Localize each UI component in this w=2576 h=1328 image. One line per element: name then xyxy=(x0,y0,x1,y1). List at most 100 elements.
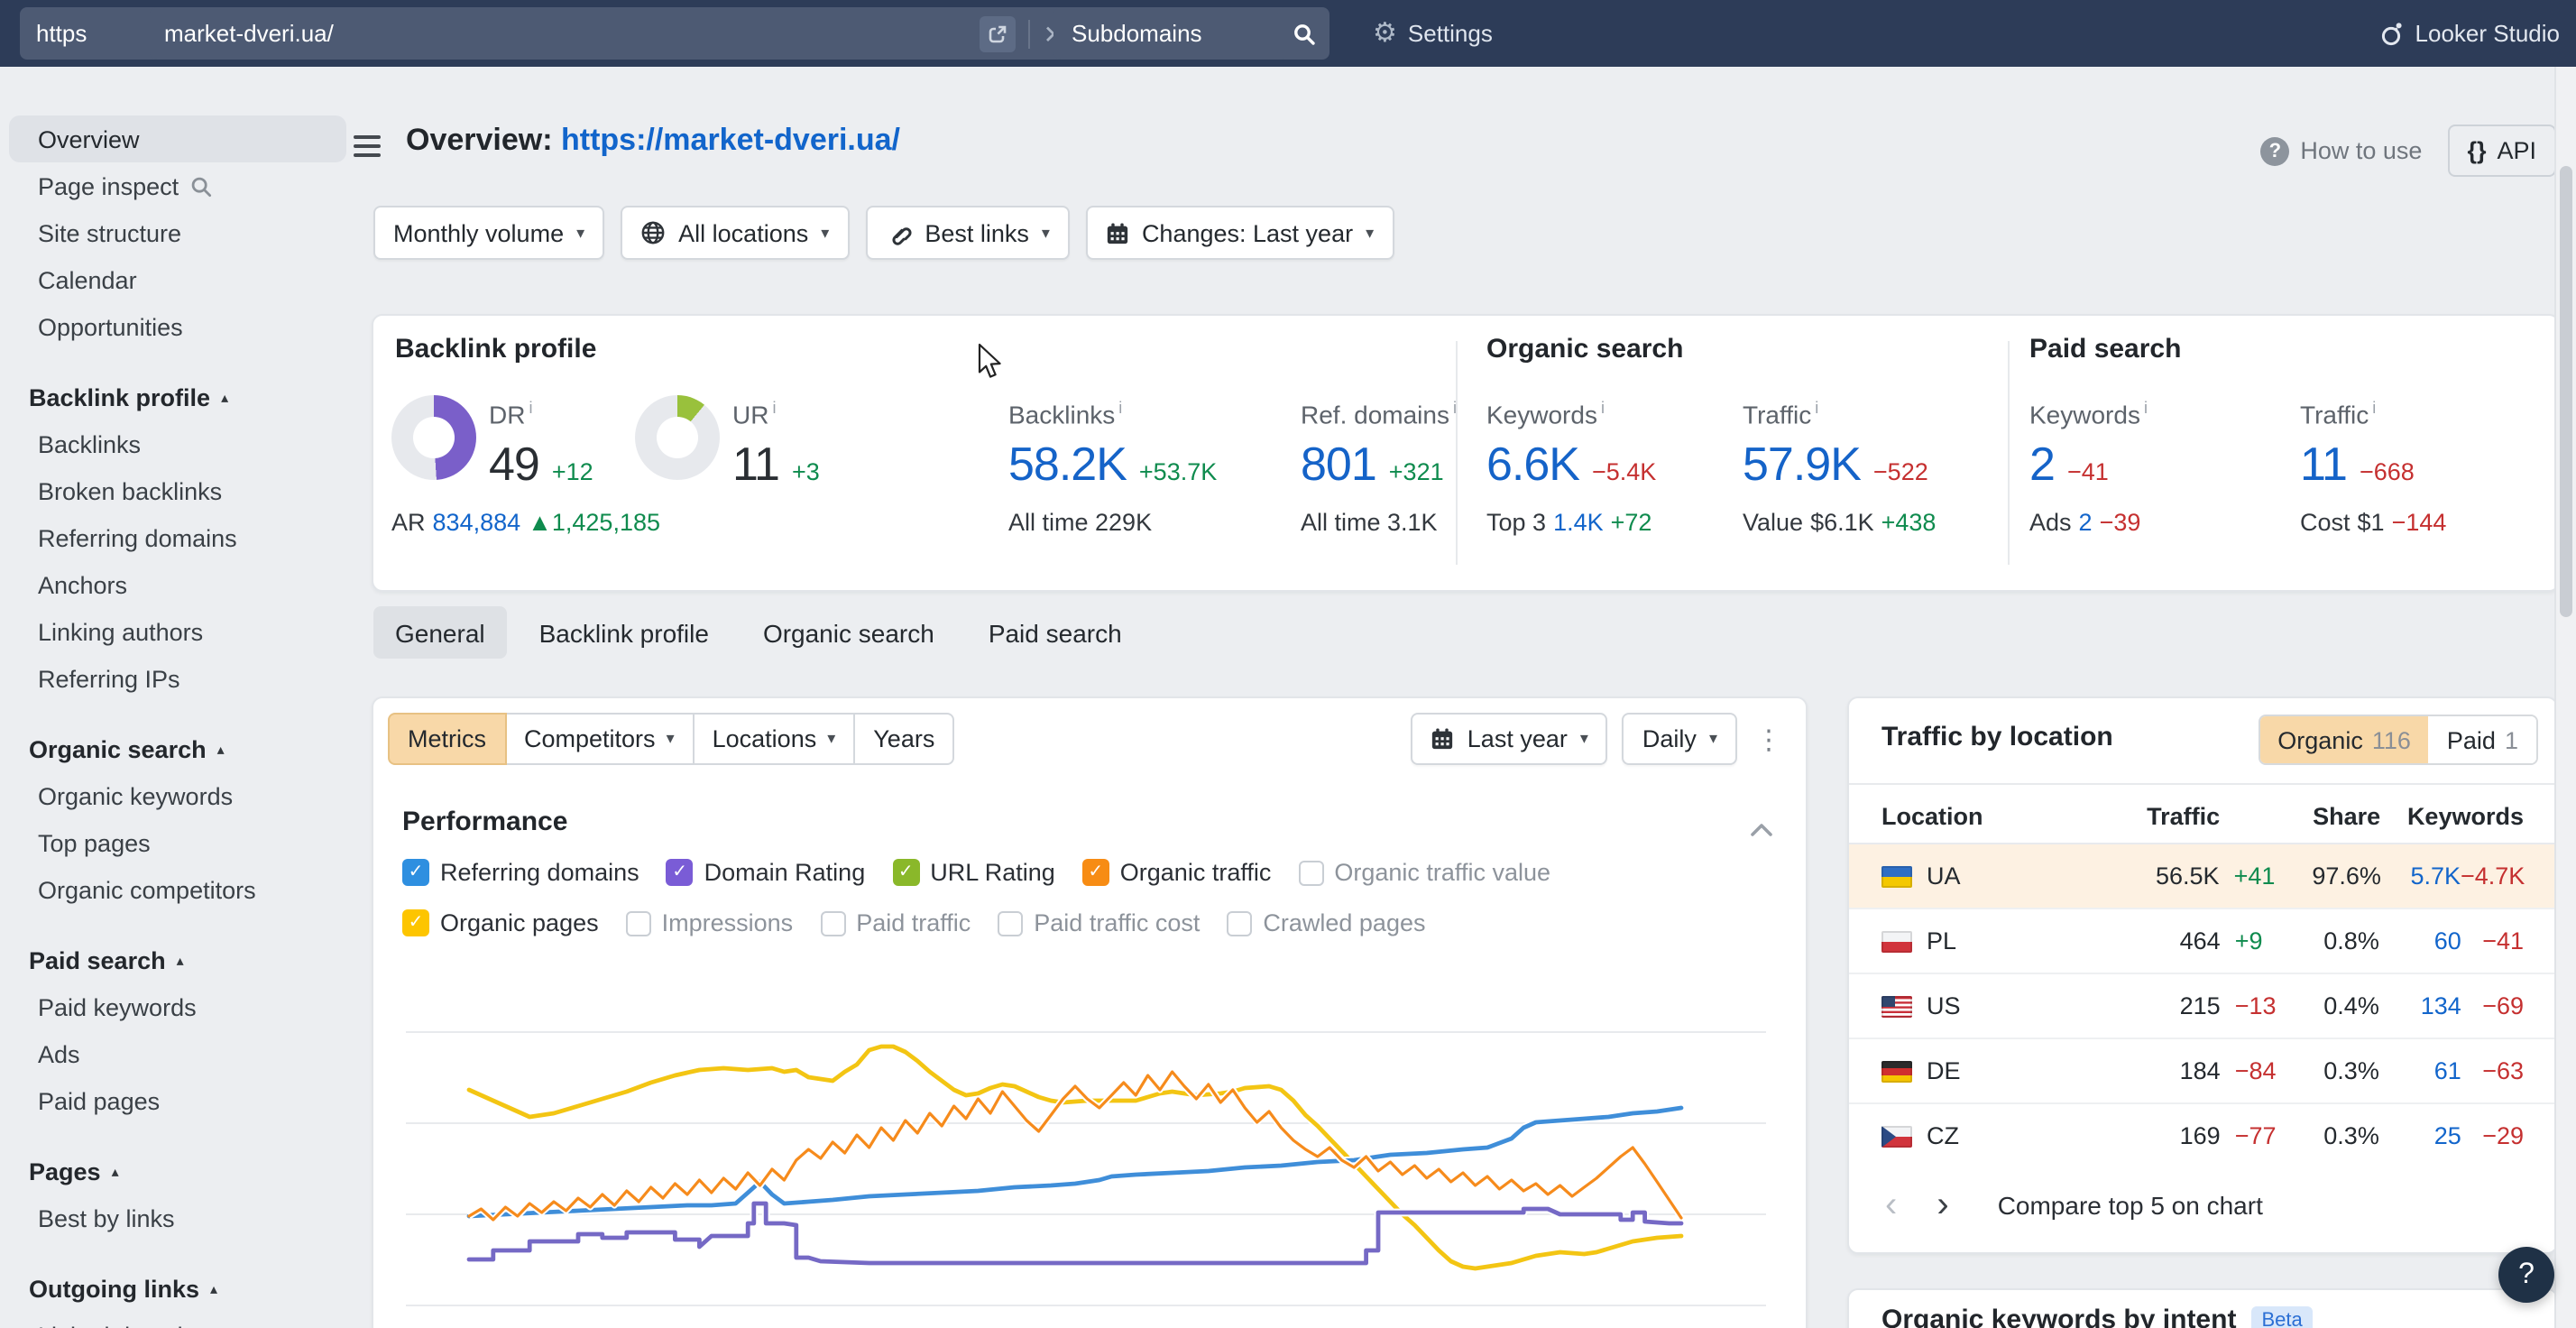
backlinks-alltime: All time 229K xyxy=(1008,509,1153,536)
page-scrollbar[interactable] xyxy=(2554,67,2576,1328)
sidebar-section-organic-search[interactable]: Organic search ▴ xyxy=(29,735,225,762)
tab-backlink-profile[interactable]: Backlink profile xyxy=(538,618,709,647)
filter-monthly-volume[interactable]: Monthly volume ▾ xyxy=(373,206,605,260)
checkbox-referring-domains[interactable]: ✓ Referring domains xyxy=(402,859,639,886)
braces-icon: {} xyxy=(2467,137,2487,164)
toggle-organic[interactable]: Organic 116 xyxy=(2259,716,2429,763)
period-label: Last year xyxy=(1467,725,1568,752)
share-value: 0.3% xyxy=(2323,1122,2379,1149)
tab-paid-search[interactable]: Paid search xyxy=(988,618,1122,647)
api-button[interactable]: {} API xyxy=(2447,124,2556,177)
how-to-use-label: How to use xyxy=(2300,137,2423,164)
filter-changes-last-year[interactable]: Changes: Last year ▾ xyxy=(1085,206,1394,260)
sidebar-item-page-inspect[interactable]: Page inspect xyxy=(9,162,346,209)
location-row-cz[interactable]: CZ 169 −77 0.3% 25 −29 xyxy=(1849,1102,2556,1167)
sidebar-section-outgoing-links[interactable]: Outgoing links ▴ xyxy=(29,1275,218,1302)
menu-toggle-button[interactable] xyxy=(354,135,381,157)
compare-top5-link[interactable]: Compare top 5 on chart xyxy=(1997,1191,2263,1220)
organic-keywords-sub: Top 3 1.4K +72 xyxy=(1486,509,1652,536)
external-link-icon xyxy=(989,24,1007,42)
checkbox-impressions[interactable]: Impressions xyxy=(625,909,793,936)
scope-dropdown[interactable]: Subdomains ▾ xyxy=(1053,7,1310,60)
performance-chart[interactable] xyxy=(406,1021,1766,1328)
location-row-pl[interactable]: PL 464 +9 0.8% 60 −41 xyxy=(1849,908,2556,973)
checkbox-crawled-pages[interactable]: Crawled pages xyxy=(1227,909,1426,936)
checkbox-box xyxy=(1227,910,1253,936)
collapse-section-button[interactable] xyxy=(1750,814,1773,846)
target-url-link[interactable]: https://market-dveri.ua/ xyxy=(561,123,900,157)
sidebar-item-paid-pages[interactable]: Paid pages xyxy=(38,1087,161,1114)
sidebar-item-paid-keywords[interactable]: Paid keywords xyxy=(38,993,197,1020)
collapse-icon: ▴ xyxy=(221,389,229,405)
sidebar-item-organic-competitors[interactable]: Organic competitors xyxy=(38,876,256,903)
checkbox-domain-rating[interactable]: ✓ Domain Rating xyxy=(666,859,865,886)
how-to-use-button[interactable]: ? How to use xyxy=(2260,136,2422,165)
filter-all-locations[interactable]: All locations ▾ xyxy=(621,206,850,260)
sidebar-item-broken-backlinks[interactable]: Broken backlinks xyxy=(38,477,223,504)
segment-locations[interactable]: Locations ▾ xyxy=(692,713,856,765)
ar-value[interactable]: 834,884 xyxy=(432,509,521,536)
traffic-value: 464 xyxy=(2179,927,2221,954)
prev-page-button[interactable]: ‹ xyxy=(1885,1185,1898,1224)
segment-competitors[interactable]: Competitors ▾ xyxy=(504,713,695,765)
checkbox-url-rating[interactable]: ✓ URL Rating xyxy=(892,859,1055,886)
sidebar-item-ads[interactable]: Ads xyxy=(38,1040,80,1067)
search-button[interactable] xyxy=(1277,7,1329,60)
sidebar-section-backlink-profile[interactable]: Backlink profile ▴ xyxy=(29,383,229,410)
checkbox-paid-traffic[interactable]: Paid traffic xyxy=(820,909,971,936)
calendar-icon xyxy=(1106,221,1129,244)
calendar-icon xyxy=(1432,728,1453,750)
sidebar-item-referring-domains[interactable]: Referring domains xyxy=(38,524,237,551)
tab-organic-search[interactable]: Organic search xyxy=(762,618,934,647)
sidebar-item-backlinks[interactable]: Backlinks xyxy=(38,430,142,457)
scrollbar-thumb[interactable] xyxy=(2560,166,2572,617)
filter-best-links[interactable]: Best links ▾ xyxy=(865,206,1070,260)
tab-general[interactable]: General xyxy=(373,606,507,659)
sidebar-item-best-by-links[interactable]: Best by links xyxy=(38,1204,175,1231)
share-value: 0.4% xyxy=(2323,992,2379,1019)
sidebar-section-paid-search[interactable]: Paid search ▴ xyxy=(29,946,184,973)
ref-domains-metric: Ref. domains i 801 +321 xyxy=(1301,399,1457,491)
sidebar-item-linked-domains[interactable]: Linked domains xyxy=(9,1312,346,1328)
looker-studio-button[interactable]: Looker Studio xyxy=(2379,0,2560,67)
checkbox-paid-traffic-cost[interactable]: Paid traffic cost xyxy=(998,909,1200,936)
organic-keywords-intent-card: Organic keywords by intent Beta xyxy=(1847,1288,2558,1328)
segment-metrics[interactable]: Metrics xyxy=(388,713,506,765)
settings-button[interactable]: ⚙ Settings xyxy=(1373,0,1493,67)
checkbox-organic-pages[interactable]: ✓ Organic pages xyxy=(402,909,599,936)
info-icon: i xyxy=(529,399,533,417)
sidebar-item-calendar[interactable]: Calendar xyxy=(38,266,137,293)
open-external-button[interactable] xyxy=(980,15,1017,51)
next-page-button[interactable]: › xyxy=(1937,1185,1949,1224)
looker-studio-icon xyxy=(2381,23,2402,46)
help-fab-button[interactable]: ? xyxy=(2498,1247,2554,1303)
info-icon: i xyxy=(772,399,777,417)
sidebar-item-referring-ips[interactable]: Referring IPs xyxy=(38,665,180,692)
sidebar-item-opportunities[interactable]: Opportunities xyxy=(38,313,183,340)
toggle-paid[interactable]: Paid 1 xyxy=(2428,716,2536,763)
location-row-de[interactable]: DE 184 −84 0.3% 61 −63 xyxy=(1849,1038,2556,1102)
sidebar-item-linking-authors[interactable]: Linking authors xyxy=(38,618,204,645)
col-location: Location xyxy=(1881,803,1983,830)
protocol-dropdown[interactable]: https ▾ xyxy=(20,7,175,60)
sidebar-item-organic-keywords[interactable]: Organic keywords xyxy=(38,782,234,809)
location-row-ua[interactable]: UA 56.5K +41 97.6% 5.7K −4.7K xyxy=(1849,843,2556,908)
checkbox-organic-traffic-value[interactable]: Organic traffic value xyxy=(1298,859,1550,886)
question-circle-icon: ? xyxy=(2260,136,2290,165)
period-dropdown[interactable]: Last year ▾ xyxy=(1411,713,1608,765)
sidebar-item-anchors[interactable]: Anchors xyxy=(38,571,128,598)
more-options-button[interactable]: ⋮ xyxy=(1755,724,1782,755)
url-input[interactable]: market-dveri.ua/ ✕ xyxy=(150,7,1079,60)
keywords-value: 60 xyxy=(2433,927,2461,954)
backlink-profile-title: Backlink profile xyxy=(395,334,597,364)
checkbox-organic-traffic[interactable]: ✓ Organic traffic xyxy=(1081,859,1271,886)
sidebar-item-site-structure[interactable]: Site structure xyxy=(38,219,182,246)
col-share: Share xyxy=(2313,803,2381,830)
location-row-us[interactable]: US 215 −13 0.4% 134 −69 xyxy=(1849,973,2556,1038)
sidebar-section-pages[interactable]: Pages ▴ xyxy=(29,1157,119,1185)
granularity-dropdown[interactable]: Daily ▾ xyxy=(1622,713,1737,765)
sidebar-item-overview[interactable]: Overview xyxy=(9,115,346,162)
sidebar-item-top-pages[interactable]: Top pages xyxy=(38,829,151,856)
segment-years[interactable]: Years xyxy=(853,713,955,765)
collapse-icon: ▴ xyxy=(216,741,225,757)
